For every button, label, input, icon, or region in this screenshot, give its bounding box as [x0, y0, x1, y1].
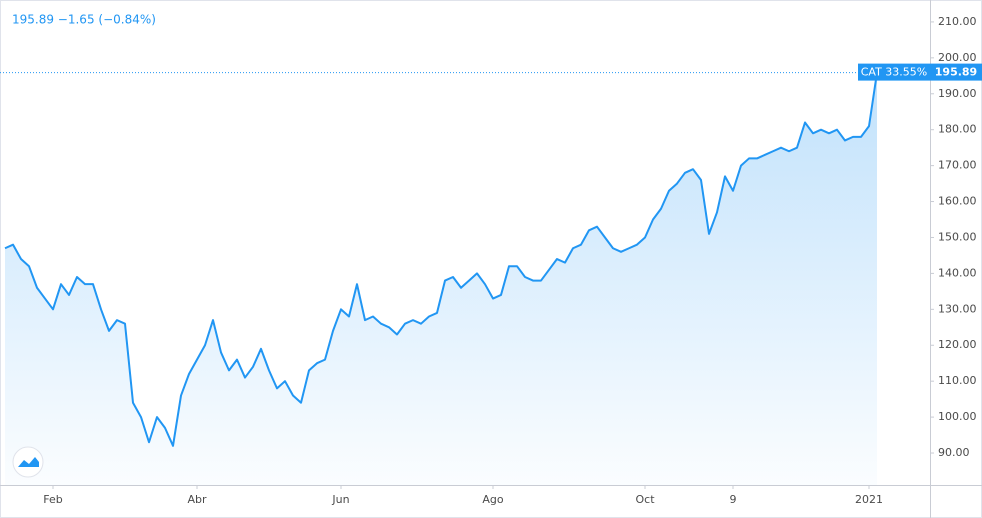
x-tick-label: 2021: [855, 493, 883, 506]
y-tick-label: 120.00: [938, 338, 977, 351]
price-line: [4, 72, 878, 447]
logo: [12, 446, 44, 478]
x-tick-label: 9: [730, 493, 737, 506]
symbol-badge: [858, 63, 930, 81]
price-badge-label: 195.89: [935, 66, 977, 79]
y-tick-label: 210.00: [938, 15, 977, 28]
x-tick-label: Feb: [43, 493, 62, 506]
y-tick-label: 140.00: [938, 266, 977, 279]
x-tick-label: Oct: [635, 493, 655, 506]
x-tick-label: Ago: [482, 493, 504, 506]
y-tick-label: 130.00: [938, 302, 977, 315]
plot: [4, 72, 878, 485]
y-tick-label: 180.00: [938, 123, 977, 136]
y-tick-label: 110.00: [938, 374, 977, 387]
y-tick-label: 90.00: [938, 446, 970, 459]
y-tick-label: 100.00: [938, 410, 977, 423]
price-badge: [930, 63, 982, 81]
y-tick-label: 160.00: [938, 195, 977, 208]
x-tick-label: Jun: [331, 493, 349, 506]
y-tick-label: 150.00: [938, 230, 977, 243]
header-quote: 195.89 −1.65 (−0.84%): [12, 13, 156, 27]
y-tick-label: 170.00: [938, 159, 977, 172]
y-tick-label: 190.00: [938, 87, 977, 100]
y-tick-label: 200.00: [938, 51, 977, 64]
x-tick-label: Abr: [187, 493, 207, 506]
symbol-label: CAT 33.55%: [861, 66, 928, 79]
area: [5, 72, 877, 485]
